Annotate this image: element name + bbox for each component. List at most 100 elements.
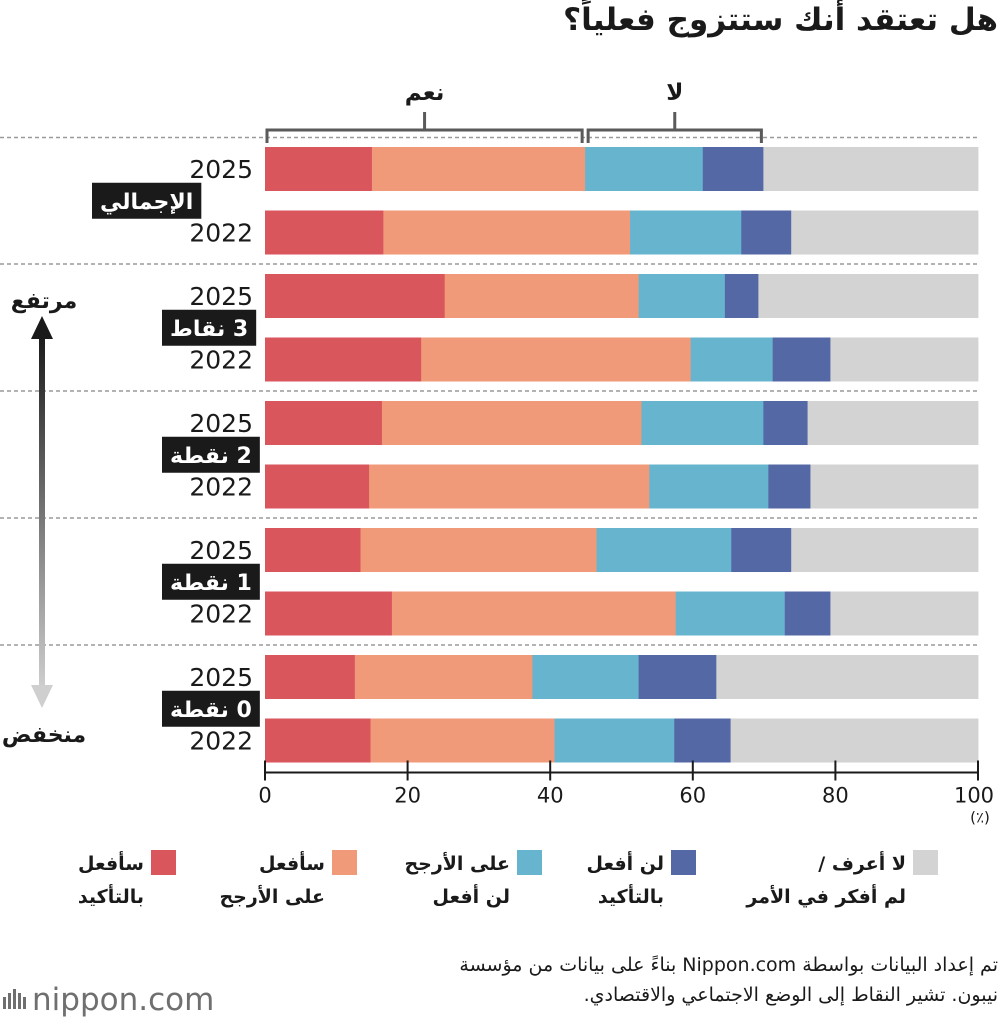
legend-item: لا أعرف / لم أفكر في الأمر (0, 848, 938, 918)
bar-segment (768, 464, 811, 509)
year-label: 2025 (189, 409, 253, 438)
x-tick-label: 60 (679, 784, 706, 808)
year-label: 2022 (189, 727, 253, 756)
year-label: 2022 (189, 473, 253, 502)
legend-label: على الأرجح لن أفعل (404, 853, 510, 908)
bar-segment (265, 210, 384, 255)
group-label-box (162, 690, 260, 727)
group-label-box (162, 436, 260, 473)
group-label: 1 نقطة (170, 571, 252, 596)
group-label: 3 نقاط (170, 317, 248, 342)
bar-segment (807, 401, 979, 445)
source-line-2: نيبون. تشير النقاط إلى الوضع الاجتماعي و… (583, 984, 998, 1006)
legend-label: لن أفعل بالتأكيد (586, 853, 664, 908)
bar-segment (716, 655, 979, 699)
bar-segment (381, 401, 642, 445)
legend-swatch (332, 850, 357, 875)
legend-label: سأفعل بالتأكيد (77, 853, 144, 908)
bar-segment (596, 528, 732, 572)
nippon-logo: nippon.com (2, 982, 214, 1018)
legend-item: سأفعل على الأرجح (0, 848, 357, 918)
arrow-down-head (31, 685, 53, 708)
arrow-up-head (31, 316, 53, 339)
logo-text: nippon.com (32, 982, 215, 1018)
bar-segment (784, 591, 831, 636)
bar-segment (758, 274, 979, 318)
legend-label: لا أعرف / لم أفكر في الأمر (746, 853, 906, 908)
group-label-box (162, 309, 257, 346)
bar-segment (554, 718, 675, 763)
group-label-box (162, 563, 260, 600)
x-tick-label: 80 (822, 784, 849, 808)
year-label: 2022 (189, 346, 253, 375)
bar-segment (649, 464, 769, 509)
year-label: 2022 (189, 600, 253, 629)
bar-segment (791, 528, 979, 572)
bar-segment (391, 591, 677, 636)
sun-logo-icon (3, 989, 26, 1009)
bar-segment (421, 337, 692, 382)
bar-segment (630, 210, 742, 255)
bar-segment (830, 591, 979, 636)
group-label: الإجمالي (100, 190, 193, 215)
bar-segment (371, 147, 586, 191)
x-tick-label: 20 (394, 784, 421, 808)
year-label: 2025 (189, 663, 253, 692)
legend-item: سأفعل بالتأكيد (0, 848, 176, 918)
group-label: 2 نقطة (170, 444, 252, 469)
bar-segment (265, 147, 373, 191)
year-label: 2025 (189, 536, 253, 565)
bar-segment (731, 528, 792, 572)
year-label: 2025 (189, 282, 253, 311)
legend-swatch (913, 850, 938, 875)
bar-segment (370, 718, 555, 763)
bar-segment (730, 718, 979, 763)
bar-segment (741, 210, 792, 255)
bar-segment (791, 210, 979, 255)
bar-segment (638, 274, 726, 318)
bar-segment (265, 718, 371, 763)
source-line-1: تم إعداد البيانات بواسطة Nippon.com بناء… (459, 954, 998, 976)
bar-segment (265, 337, 422, 382)
legend-label: سأفعل على الأرجح (219, 853, 325, 908)
legend-swatch (517, 850, 542, 875)
source-note: تم إعداد البيانات بواسطة Nippon.com بناء… (459, 950, 998, 1010)
no-bracket (586, 128, 763, 143)
year-label: 2022 (189, 219, 253, 248)
bar-segment (369, 464, 650, 509)
group-label-box (92, 182, 202, 219)
legend-item: على الأرجح لن أفعل (0, 848, 542, 918)
legend-item: لن أفعل بالتأكيد (0, 848, 696, 918)
bar-segment (585, 147, 704, 191)
bar-segment (830, 337, 979, 382)
legend-swatch (671, 850, 696, 875)
arrow-shaft (39, 335, 45, 690)
bar-segment (383, 210, 631, 255)
bar-segment (763, 147, 979, 191)
bar-segment (724, 274, 759, 318)
bar-segment (360, 528, 597, 572)
yes-bracket-label: نعم (405, 80, 445, 106)
bar-segment (772, 337, 831, 382)
bar-segment (354, 655, 533, 699)
bar-segment (690, 337, 774, 382)
bar-segment (638, 655, 717, 699)
bar-segment (810, 464, 979, 509)
stacked-bar-chart: نعم لا 2025 2022 2025 2022 2025 2022 2025 2022 20… (0, 80, 994, 827)
x-tick-label: 40 (537, 784, 564, 808)
bar-segment (265, 655, 356, 699)
bar-segment (265, 274, 446, 318)
bar-segment (444, 274, 640, 318)
x-tick-label: 100 (954, 784, 994, 808)
arrow-low-label: منخفض (2, 723, 86, 748)
bar-segment (532, 655, 640, 699)
bar-segment (702, 147, 764, 191)
yes-bracket (265, 128, 584, 143)
bar-segment (265, 401, 383, 445)
bar-segment (641, 401, 764, 445)
bar-segment (265, 528, 361, 572)
bar-segment (265, 464, 370, 509)
bar-segment (675, 591, 786, 636)
year-label: 2025 (189, 155, 253, 184)
legend-swatch (151, 850, 176, 875)
